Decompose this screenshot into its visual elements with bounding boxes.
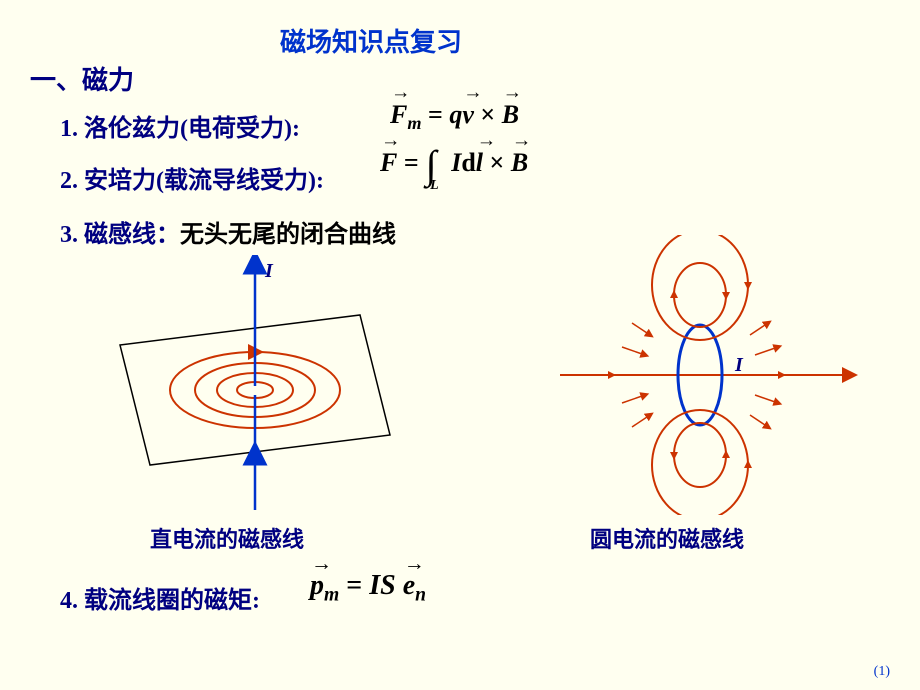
- vec-F: F: [390, 100, 407, 130]
- item-4: 4. 载流线圈的磁矩:: [60, 580, 260, 615]
- item-3-label-blue: 磁感线：: [84, 222, 180, 248]
- vec-B2: B: [511, 148, 528, 178]
- formula-lorentz: Fm = qv × B: [390, 100, 519, 134]
- item-3-num: 3.: [60, 222, 78, 248]
- page-number: (1): [874, 664, 890, 680]
- vec-v: v: [462, 100, 474, 130]
- section-heading: 一、磁力: [30, 60, 134, 97]
- vec-p: p: [310, 570, 324, 602]
- vec-F2: F: [380, 148, 397, 178]
- item-2-label: 安培力(载流导线受力):: [84, 168, 324, 194]
- label-I-2: I: [735, 354, 743, 377]
- page-title: 磁场知识点复习: [280, 22, 462, 59]
- caption-straight: 直电流的磁感线: [150, 522, 304, 554]
- vec-B: B: [502, 100, 519, 130]
- item-1-num: 1.: [60, 116, 78, 142]
- formula-moment: pm = IS en: [310, 570, 426, 607]
- formula-ampere: F = ∫L Idl × B: [380, 148, 528, 181]
- item-2: 2. 安培力(载流导线受力):: [60, 160, 324, 195]
- vec-l: l: [476, 148, 483, 178]
- figure-straight-current: [90, 255, 410, 515]
- item-3: 3. 磁感线：无头无尾的闭合曲线: [60, 214, 396, 249]
- item-1-label: 洛伦兹力(电荷受力):: [84, 116, 300, 142]
- item-4-label: 载流线圈的磁矩:: [84, 588, 260, 614]
- item-1: 1. 洛伦兹力(电荷受力):: [60, 108, 300, 143]
- item-4-num: 4.: [60, 588, 78, 614]
- item-3-label-black: 无头无尾的闭合曲线: [180, 222, 396, 248]
- figure-circular-current: [550, 235, 860, 515]
- vec-e: e: [403, 570, 415, 602]
- caption-circular: 圆电流的磁感线: [590, 522, 744, 554]
- item-2-num: 2.: [60, 168, 78, 194]
- label-I-1: I: [265, 260, 273, 283]
- integral-sign: ∫: [425, 149, 436, 181]
